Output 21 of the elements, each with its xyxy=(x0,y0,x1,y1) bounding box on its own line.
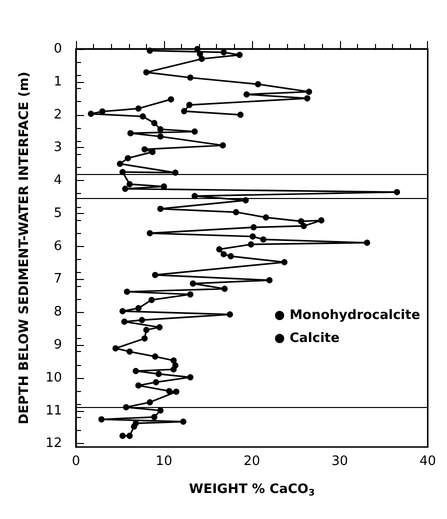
legend-label: Calcite xyxy=(290,331,340,346)
y-tick-label: 4 xyxy=(54,173,62,188)
y-tick-label: 12 xyxy=(45,436,62,452)
x-tick-label: 20 xyxy=(244,454,260,469)
y-tick-label: 0 xyxy=(54,42,62,56)
x-tick-label: 30 xyxy=(332,454,348,469)
y-tick-label: 5 xyxy=(54,206,62,221)
x-tick-label: 10 xyxy=(156,454,172,469)
y-axis-title: DEPTH BELOW SEDIMENT-WATER INTERFACE (m) xyxy=(17,72,32,424)
y-tick-label: 7 xyxy=(54,272,62,287)
y-tick-label: 11 xyxy=(45,403,62,418)
y-tick-label: 3 xyxy=(54,140,62,156)
x-tick-label: 40 xyxy=(419,454,436,469)
x-tick-label: 0 xyxy=(72,454,80,469)
y-tick-label: 1 xyxy=(54,74,62,90)
y-tick-label: 10 xyxy=(45,370,62,386)
y-tick-label: 8 xyxy=(54,304,62,320)
legend-label: Monohydrocalcite xyxy=(290,308,420,323)
y-tick-label: 6 xyxy=(54,238,62,254)
y-tick-label: 2 xyxy=(54,107,62,122)
y-tick-label: 9 xyxy=(54,338,62,353)
